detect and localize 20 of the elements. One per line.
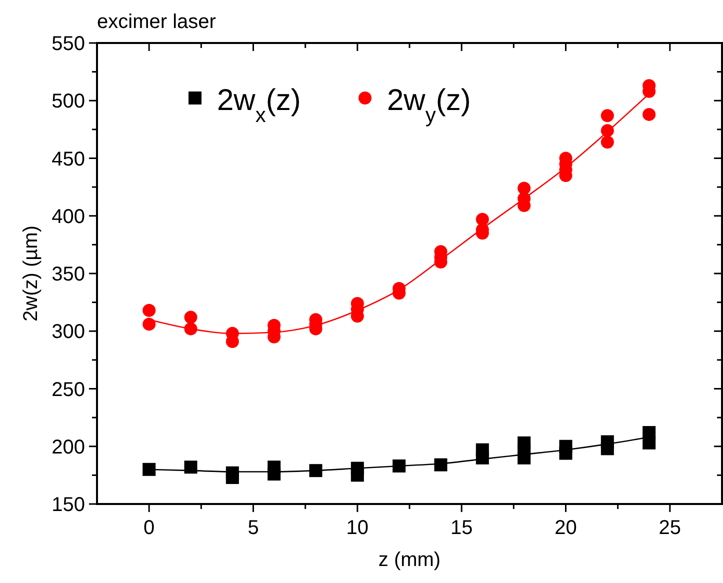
y-tick-label: 150 xyxy=(52,494,85,516)
x-tick-label: 10 xyxy=(346,517,369,539)
x-tick-label: 20 xyxy=(554,517,577,539)
x-tick-label: 25 xyxy=(658,517,682,539)
x-tick-label: 15 xyxy=(450,517,473,539)
x-axis-title: z (mm) xyxy=(378,549,441,571)
y-tick-label: 450 xyxy=(52,148,85,170)
y-axis-title: 2w(z) (µm) xyxy=(20,226,42,322)
legend-label: 2w$_{y}$(z) xyxy=(387,84,471,126)
y-tick-label: 300 xyxy=(52,321,85,344)
y-tick-label: 500 xyxy=(52,90,85,113)
y-tick-label: 550 xyxy=(52,33,85,55)
y-tick-label: 200 xyxy=(52,436,85,458)
y-tick-label: 250 xyxy=(52,378,85,401)
x-tick-label: 0 xyxy=(144,517,155,539)
chart-title: excimer laser xyxy=(97,11,216,33)
y-tick-label: 400 xyxy=(52,206,85,228)
legend-label: 2w$_{x}$(z) xyxy=(217,84,301,126)
x-tick-label: 5 xyxy=(248,517,259,539)
y-tick-label: 350 xyxy=(52,264,85,286)
